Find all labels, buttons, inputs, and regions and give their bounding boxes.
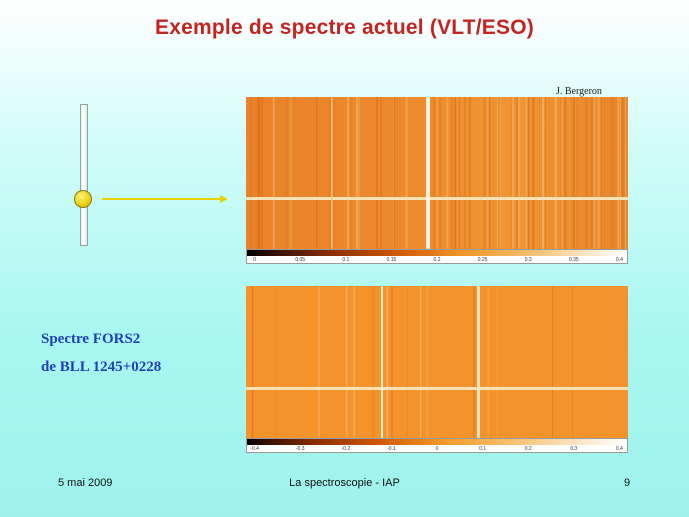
colorbar-top-tick-label: 0.2 bbox=[433, 257, 441, 263]
colorbar-bottom-tick-label: 0.1 bbox=[479, 446, 487, 452]
colorbar-bottom-tick-label: 0.2 bbox=[524, 446, 532, 452]
colorbar-top: 0 0.05 0.1 0.15 0.2 0.25 0.3 0.35 0.4 bbox=[246, 249, 628, 264]
colorbar-bottom-tick-label: 0 bbox=[435, 446, 439, 452]
spectrum-label-line2: de BLL 1245+0228 bbox=[41, 359, 162, 375]
colorbar-bottom-tick-label: 0.4 bbox=[615, 446, 623, 452]
slider-track[interactable] bbox=[80, 104, 88, 246]
colorbar-bottom-tick-label: -0.1 bbox=[387, 446, 396, 452]
spectrum-image-top bbox=[246, 97, 628, 249]
colorbar-top-tick-label: 0.05 bbox=[295, 257, 306, 263]
colorbar-top-tick-label: 0.3 bbox=[524, 257, 532, 263]
footer-date: 5 mai 2009 bbox=[58, 477, 113, 489]
footer-title: La spectroscopie - IAP bbox=[289, 477, 400, 489]
colorbar-top-tick-label: 0.4 bbox=[615, 257, 623, 263]
colorbar-top-tick-label: 0.35 bbox=[568, 257, 579, 263]
colorbar-top-tick-label: 0.1 bbox=[342, 257, 350, 263]
slide-title: Exemple de spectre actuel (VLT/ESO) bbox=[155, 16, 534, 39]
slider-knob[interactable] bbox=[74, 190, 92, 208]
spectrum-label-line1: Spectre FORS2 bbox=[41, 331, 141, 347]
page-number: 9 bbox=[624, 477, 631, 489]
colorbar-bottom-tick-label: 0.3 bbox=[570, 446, 578, 452]
colorbar-top-tick-label: 0.15 bbox=[386, 257, 397, 263]
arrow-right-icon bbox=[102, 195, 228, 203]
colorbar-bottom-tick-label: -0.3 bbox=[295, 446, 305, 452]
colorbar-bottom: -0.4 -0.3 -0.2 -0.1 0 0.1 0.2 0.3 0.4 bbox=[246, 438, 628, 453]
image-credit: J. Bergeron bbox=[556, 86, 602, 97]
colorbar-bottom-tick-label: -0.4 bbox=[250, 446, 259, 452]
colorbar-bottom-tick-label: -0.2 bbox=[341, 446, 351, 452]
spectrum-image-bottom bbox=[246, 286, 628, 438]
colorbar-top-tick-label: 0 bbox=[253, 257, 256, 263]
colorbar-top-tick-label: 0.25 bbox=[477, 257, 488, 263]
